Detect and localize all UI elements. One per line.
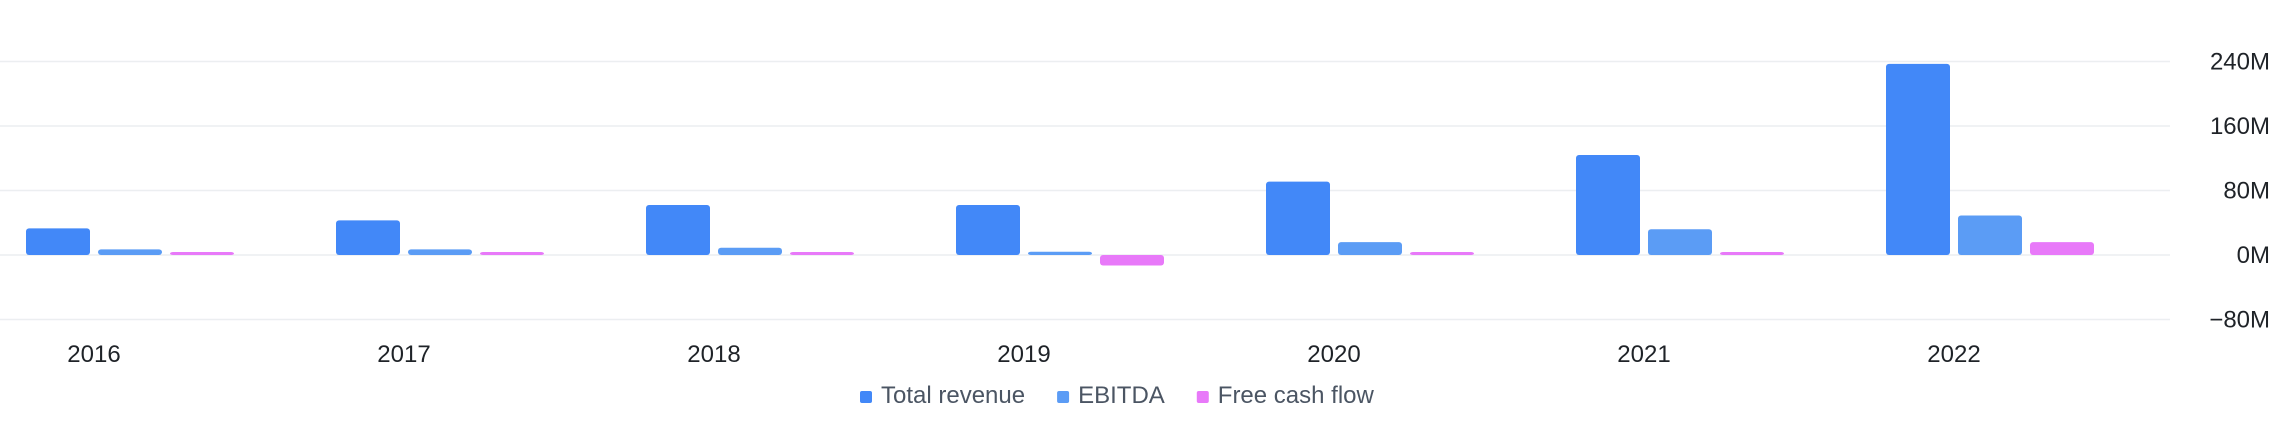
bar-total-revenue-2022[interactable] — [1886, 63, 1950, 256]
bar-free-cash-flow-2020[interactable] — [1410, 252, 1474, 255]
y-tick-label: −80M — [2209, 307, 2270, 334]
bar-ebitda-2016[interactable] — [98, 249, 162, 255]
bar-free-cash-flow-2018[interactable] — [790, 252, 854, 255]
bar-ebitda-2019[interactable] — [1028, 251, 1092, 255]
x-tick-label: 2018 — [687, 341, 740, 368]
legend-swatch-free-cash-flow — [1196, 391, 1209, 403]
bar-total-revenue-2018[interactable] — [646, 205, 710, 255]
bar-free-cash-flow-2019[interactable] — [1100, 255, 1164, 266]
bar-total-revenue-2021[interactable] — [1576, 155, 1640, 255]
bar-total-revenue-2019[interactable] — [956, 205, 1020, 255]
legend-swatch-ebitda — [1057, 391, 1070, 403]
bar-total-revenue-2020[interactable] — [1266, 181, 1330, 255]
bar-ebitda-2017[interactable] — [408, 249, 472, 255]
bars — [26, 63, 2094, 266]
bar-ebitda-2018[interactable] — [718, 247, 782, 255]
legend-swatch-total-revenue — [860, 391, 872, 403]
bar-ebitda-2021[interactable] — [1648, 229, 1712, 255]
bar-free-cash-flow-2017[interactable] — [480, 252, 544, 255]
legend-label-free-cash-flow[interactable]: Free cash flow — [1218, 382, 1375, 409]
x-tick-label: 2020 — [1307, 341, 1360, 368]
x-tick-label: 2017 — [377, 341, 430, 368]
bar-ebitda-2022[interactable] — [1958, 215, 2022, 255]
legend: Total revenue EBITDA Free cash flow — [860, 382, 1375, 409]
x-axis-ticks: 2016 2017 2018 2019 2020 2021 2022 — [67, 341, 1980, 368]
legend-label-total-revenue[interactable]: Total revenue — [881, 382, 1025, 409]
bar-free-cash-flow-2022[interactable] — [2030, 242, 2094, 255]
y-tick-label: 0M — [2237, 242, 2270, 269]
y-axis-ticks: −80M 0M 80M 160M 240M — [2209, 49, 2270, 334]
x-tick-label: 2022 — [1927, 341, 1980, 368]
y-tick-label: 240M — [2210, 49, 2270, 76]
x-tick-label: 2016 — [67, 341, 120, 368]
bar-total-revenue-2016[interactable] — [26, 228, 90, 255]
x-tick-label: 2019 — [997, 341, 1050, 368]
bar-free-cash-flow-2021[interactable] — [1720, 252, 1784, 255]
bar-ebitda-2020[interactable] — [1338, 242, 1402, 255]
legend-label-ebitda[interactable]: EBITDA — [1078, 382, 1165, 409]
bar-free-cash-flow-2016[interactable] — [170, 252, 234, 255]
gridlines — [0, 60, 2170, 321]
bar-total-revenue-2017[interactable] — [336, 220, 400, 255]
y-tick-label: 160M — [2210, 113, 2270, 140]
y-tick-label: 80M — [2223, 178, 2270, 205]
x-tick-label: 2021 — [1617, 341, 1670, 368]
